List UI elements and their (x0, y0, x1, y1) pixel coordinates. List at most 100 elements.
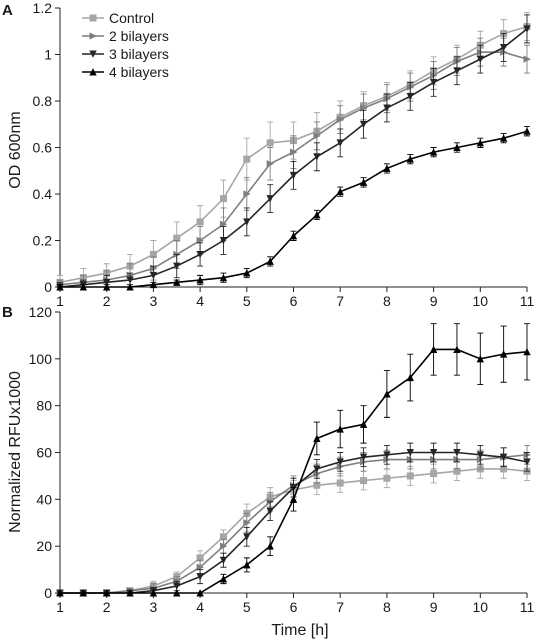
data-point (499, 44, 508, 52)
panel-b-label: B (2, 304, 13, 321)
data-point (336, 425, 344, 433)
panel-b-series (56, 323, 531, 597)
data-point (383, 104, 391, 112)
panel-a-y-tick-label: 1.2 (33, 0, 53, 16)
legend-marker-shape (89, 50, 97, 58)
panel-b-x-tick-label: 4 (196, 599, 204, 615)
panel-b-y-axis-title: Normalized RFUx1000 (7, 371, 24, 533)
data-point (219, 195, 227, 203)
legend-item-control: Control (82, 10, 154, 26)
legend-label-4-bilayers: 4 bilayers (109, 64, 169, 80)
data-point (173, 278, 181, 286)
data-point (360, 104, 368, 112)
data-point (429, 148, 438, 156)
data-point (313, 465, 321, 473)
data-point (219, 237, 228, 245)
data-point (429, 448, 438, 457)
data-point (476, 138, 484, 147)
data-point (56, 283, 64, 291)
data-point (313, 211, 321, 219)
data-point (383, 164, 391, 172)
panel-a-x-tick-label: 2 (103, 293, 111, 309)
data-point (243, 533, 251, 541)
data-point (196, 573, 204, 581)
data-point (79, 283, 88, 291)
panel-b-x-tick-label: 11 (520, 599, 535, 615)
legend-marker-4-bilayers (89, 68, 97, 76)
data-point (359, 420, 368, 428)
panel-b-x-tick-label: 9 (430, 599, 438, 615)
panel-b-x-tick-label: 7 (336, 599, 344, 615)
panel-a-x-tick-label: 4 (196, 293, 204, 309)
data-point (523, 458, 531, 466)
data-point (523, 25, 531, 33)
panel-a-x-tick-label: 10 (473, 293, 489, 309)
data-point (266, 257, 274, 265)
data-point (406, 155, 414, 163)
data-point (243, 218, 251, 226)
panel-a-y-tick-label: 0.4 (33, 186, 53, 202)
data-point (313, 153, 321, 161)
data-point (476, 451, 484, 459)
data-point (103, 589, 111, 597)
data-point (266, 139, 274, 147)
data-point (173, 582, 181, 590)
panel-b-error-bars-3-bilayers (57, 442, 530, 594)
legend: Control 2 bilayers 3 bilayers 4 bilayers (82, 10, 169, 80)
data-point (219, 220, 228, 228)
x-axis-title: Time [h] (271, 622, 328, 639)
data-point (243, 155, 251, 163)
data-point (196, 236, 204, 245)
legend-marker-3-bilayers (89, 50, 97, 58)
data-point (476, 354, 484, 363)
data-point (149, 589, 158, 597)
data-point (196, 250, 204, 259)
panel-a-series (56, 12, 531, 291)
data-point (453, 143, 461, 151)
data-point (313, 434, 321, 442)
data-point (523, 55, 531, 63)
data-point (103, 278, 111, 287)
panel-b-y-tick-label: 20 (36, 538, 52, 554)
data-point (219, 556, 228, 565)
data-point (359, 453, 368, 462)
data-point (243, 519, 251, 527)
panel-b-y-tick-label: 0 (44, 585, 52, 601)
panel-a-y-tick-label: 1 (44, 47, 52, 63)
panel-a-ticks: 0 0.2 0.4 0.6 0.8 1 1.2 1 2 3 4 5 6 7 8 9 10 11 (33, 0, 535, 309)
data-point (406, 92, 414, 101)
panel-a-y-tick-label: 0.8 (33, 93, 53, 109)
data-point (453, 345, 461, 353)
data-point (359, 178, 368, 186)
data-point (56, 589, 64, 597)
panel-a-y-tick-label: 0 (44, 279, 52, 295)
data-point (266, 542, 274, 550)
data-point (499, 134, 508, 142)
data-point (219, 273, 228, 282)
panel-b-x-tick-label: 8 (383, 599, 391, 615)
panel-a-x-tick-label: 6 (290, 293, 298, 309)
data-point (453, 67, 461, 75)
data-point (103, 283, 111, 291)
panel-b-series-3-bilayers (56, 442, 531, 597)
data-point (196, 589, 204, 597)
data-point (453, 448, 461, 457)
legend-label-2-bilayers: 2 bilayers (109, 28, 169, 44)
data-point (406, 448, 414, 457)
data-point (313, 132, 321, 140)
legend-marker-2-bilayers (89, 32, 97, 40)
panel-b-error-bars-2-bilayers (57, 445, 530, 594)
panel-b-x-tick-label: 10 (473, 599, 489, 615)
data-point (219, 542, 228, 550)
panel-b-x-tick-label: 3 (150, 599, 158, 615)
data-point (336, 458, 344, 466)
legend-label-3-bilayers: 3 bilayers (109, 46, 169, 62)
legend-marker-shape (89, 14, 97, 22)
legend-marker-shape (89, 68, 97, 76)
panel-a: A OD 600nm 0 0.2 0.4 0.6 0.8 1 1.2 1 2 3 4 5 6 7 8 9 10 1… (2, 0, 534, 309)
data-point (430, 470, 438, 478)
panel-a-y-tick-label: 0.2 (33, 233, 53, 249)
data-point (243, 561, 251, 569)
panel-b-y-tick-label: 40 (36, 491, 52, 507)
